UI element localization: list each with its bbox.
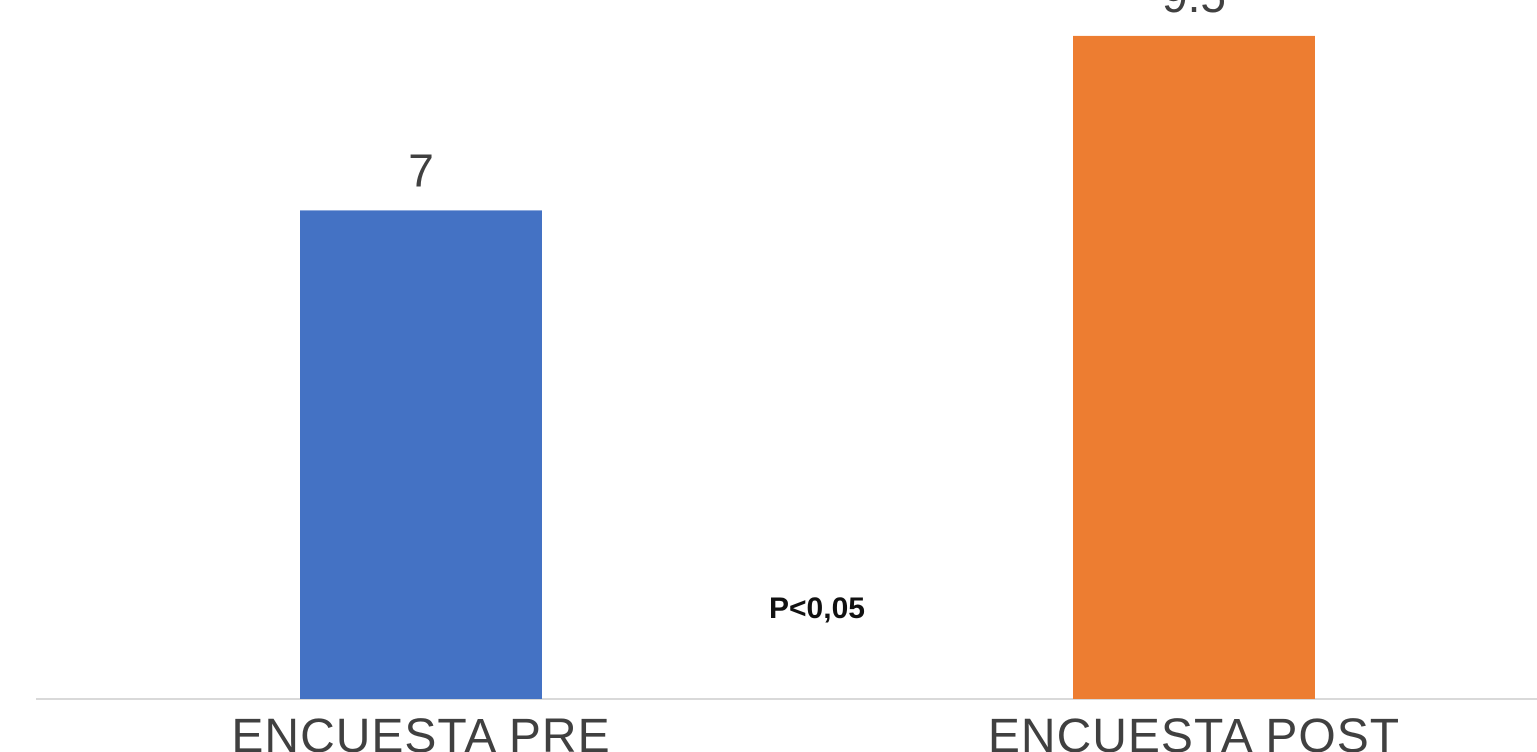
bar-encuesta-post [1073, 35, 1315, 699]
p-value-annotation: P<0,05 [769, 592, 865, 625]
data-label-encuesta-pre: 7 [408, 144, 434, 196]
data-label-encuesta-post: 9.5 [1162, 0, 1226, 22]
bar-encuesta-pre [300, 210, 542, 699]
category-label-encuesta-post: ENCUESTA POST [988, 710, 1400, 752]
category-label-encuesta-pre: ENCUESTA PRE [231, 710, 610, 752]
